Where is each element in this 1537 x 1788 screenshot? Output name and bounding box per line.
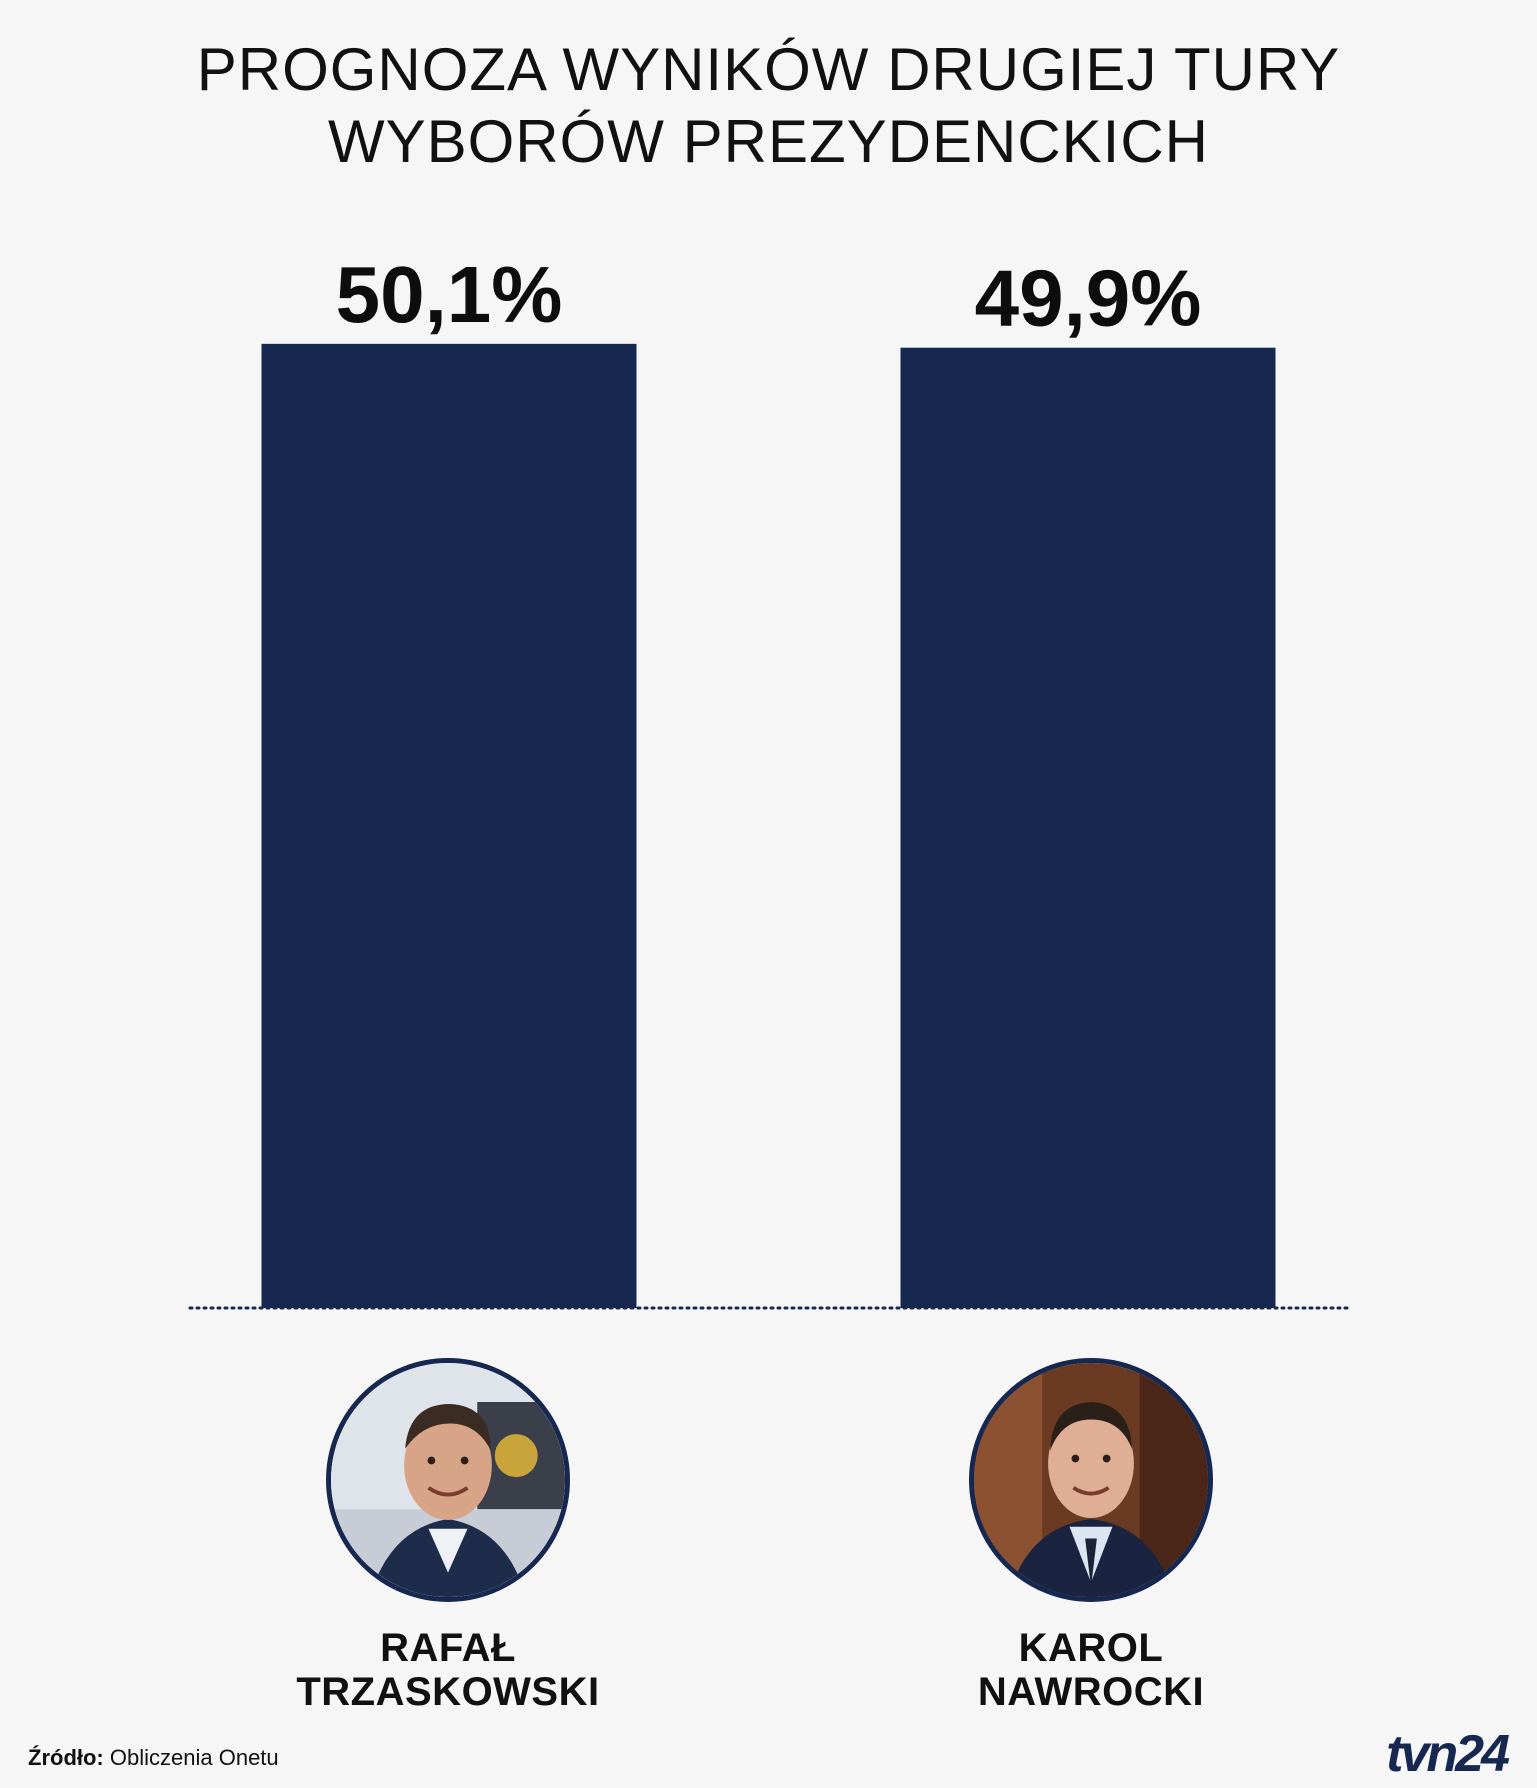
bar-1 xyxy=(261,343,637,1309)
candidate-name-trzaskowski: RAFAŁ TRZASKOWSKI xyxy=(268,1626,628,1714)
source-note: Źródło: Obliczenia Onetu xyxy=(28,1745,279,1771)
bar-value-label-2: 49,9% xyxy=(975,254,1202,343)
candidate-nawrocki: KAROL NAWROCKI xyxy=(911,1358,1271,1714)
source-label: Źródło: xyxy=(28,1745,104,1770)
candidate-first-name: RAFAŁ xyxy=(380,1626,516,1670)
chart-title: PROGNOZA WYNIKÓW DRUGIEJ TURY WYBORÓW PR… xyxy=(0,34,1537,178)
candidate-trzaskowski: RAFAŁ TRZASKOWSKI xyxy=(268,1358,628,1714)
portrait-trzaskowski xyxy=(326,1358,570,1602)
candidate-name-nawrocki: KAROL NAWROCKI xyxy=(911,1626,1271,1714)
bar-2 xyxy=(900,347,1276,1308)
candidate-last-name: NAWROCKI xyxy=(977,1670,1205,1714)
tvn24-logo: tvn24 xyxy=(1386,1725,1510,1783)
candidate-first-name: KAROL xyxy=(1018,1626,1164,1670)
chart-title-line-1: PROGNOZA WYNIKÓW DRUGIEJ TURY xyxy=(196,36,1341,103)
bar-value-label-1: 50,1% xyxy=(336,250,563,339)
source-text: Obliczenia Onetu xyxy=(109,1745,279,1770)
bars-layer: 50,1% 49,9% xyxy=(261,250,1276,1309)
portrait-nawrocki xyxy=(969,1358,1213,1602)
candidate-last-name: TRZASKOWSKI xyxy=(296,1670,600,1714)
chart-title-line-2: WYBORÓW PREZYDENCKICH xyxy=(327,108,1210,175)
